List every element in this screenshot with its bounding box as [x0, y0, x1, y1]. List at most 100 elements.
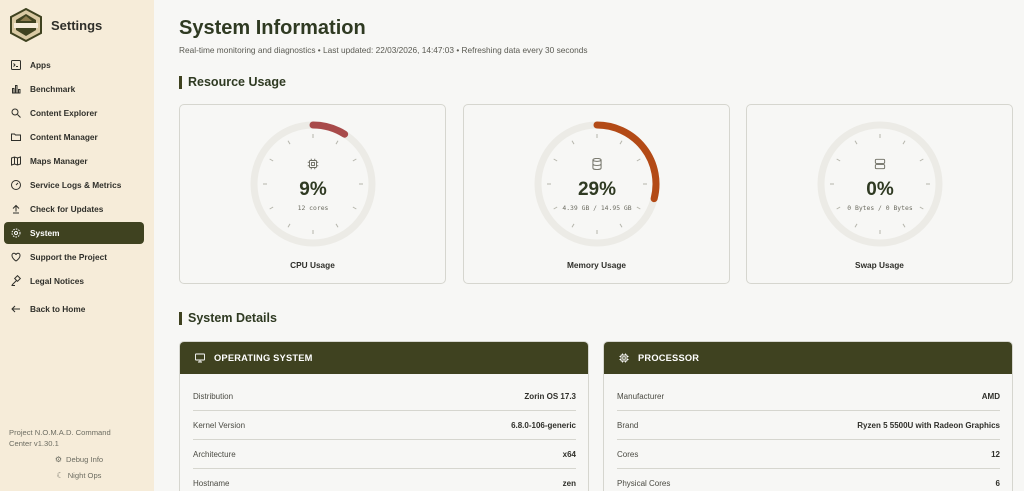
processor-header: PROCESSOR	[604, 342, 1012, 374]
sidebar-item-check-updates[interactable]: Check for Updates	[4, 198, 144, 220]
memory-gauge-center: 29% 4.39 GB / 14.95 GB	[532, 119, 662, 249]
sidebar-item-label: Content Explorer	[30, 108, 98, 118]
detail-row: Manufacturer AMD	[617, 382, 1000, 411]
gauge-tick	[287, 223, 291, 228]
gauge-tick	[919, 158, 924, 162]
sidebar-item-maps-manager[interactable]: Maps Manager	[4, 150, 144, 172]
gauge-tick	[902, 223, 906, 228]
sidebar-item-label: Apps	[30, 60, 51, 70]
gauge-tick	[269, 206, 274, 210]
detail-row: Architecture x64	[193, 440, 576, 469]
gear-icon	[10, 227, 22, 239]
gauge-tick	[269, 158, 274, 162]
gauge-tick	[352, 206, 357, 210]
detail-row: Kernel Version 6.8.0-106-generic	[193, 411, 576, 440]
gauge-tick	[854, 140, 858, 145]
cpu-icon	[619, 353, 629, 363]
nomad-logo	[10, 8, 42, 42]
sidebar-item-label: Content Manager	[30, 132, 98, 142]
memory-gauge-card: 29% 4.39 GB / 14.95 GB Memory Usage	[463, 104, 730, 284]
page-title: System Information	[179, 17, 366, 39]
debug-info-link[interactable]: ⚙ Debug Info	[9, 454, 149, 465]
sidebar-item-label: Support the Project	[30, 252, 107, 262]
gavel-icon	[10, 275, 22, 287]
sidebar-item-service-logs[interactable]: Service Logs & Metrics	[4, 174, 144, 196]
sidebar: Settings Apps Benchmark Content Explorer…	[0, 0, 154, 491]
gauge-tick	[619, 140, 623, 145]
processor-title: PROCESSOR	[638, 353, 700, 363]
terminal-icon	[10, 59, 22, 71]
sidebar-item-content-explorer[interactable]: Content Explorer	[4, 102, 144, 124]
gauge-tick	[636, 206, 641, 210]
gauge-tick	[571, 223, 575, 228]
back-to-home-label: Back to Home	[30, 304, 86, 314]
detail-row: Brand Ryzen 5 5500U with Radeon Graphics	[617, 411, 1000, 440]
back-to-home-link[interactable]: Back to Home	[4, 298, 144, 320]
memory-usage-label: Memory Usage	[566, 260, 627, 270]
detail-value: zen	[562, 478, 576, 488]
operating-system-card: OPERATING SYSTEM Distribution Zorin OS 1…	[179, 341, 589, 491]
detail-value: Zorin OS 17.3	[524, 391, 576, 401]
sidebar-item-label: Maps Manager	[30, 156, 88, 166]
gauge-ticks	[547, 134, 647, 234]
heart-icon	[10, 251, 22, 263]
detail-key: Distribution	[193, 391, 234, 401]
night-ops-toggle[interactable]: ☾ Night Ops	[9, 470, 149, 481]
gauge-tick	[335, 223, 339, 228]
sidebar-item-apps[interactable]: Apps	[4, 54, 144, 76]
detail-key: Architecture	[193, 449, 236, 459]
monitor-icon	[195, 353, 205, 363]
cpu-usage-label: CPU Usage	[290, 260, 335, 270]
gauge-tick	[919, 206, 924, 210]
detail-row: Distribution Zorin OS 17.3	[193, 382, 576, 411]
cpu-gauge-arc	[309, 121, 349, 138]
detail-key: Cores	[617, 449, 639, 459]
sidebar-item-label: Legal Notices	[30, 276, 84, 286]
detail-key: Kernel Version	[193, 420, 246, 430]
sidebar-item-content-manager[interactable]: Content Manager	[4, 126, 144, 148]
sidebar-item-system[interactable]: System	[4, 222, 144, 244]
swap-gauge	[817, 121, 943, 247]
gauge-tick	[571, 140, 575, 145]
night-ops-label: Night Ops	[67, 471, 102, 480]
detail-key: Hostname	[193, 478, 230, 488]
cpu-icon	[306, 157, 320, 176]
memory-gauge	[534, 121, 660, 247]
gear-icon: ⚙	[54, 455, 62, 464]
sidebar-item-benchmark[interactable]: Benchmark	[4, 78, 144, 100]
gauge-tick	[553, 158, 558, 162]
map-icon	[10, 155, 22, 167]
swap-usage-sub: 0 Bytes / 0 Bytes	[847, 203, 913, 212]
sidebar-item-legal[interactable]: Legal Notices	[4, 270, 144, 292]
server-icon	[873, 157, 887, 176]
sidebar-item-label: System	[30, 228, 60, 238]
gauge-tick	[636, 158, 641, 162]
version-text-line1: Project N.O.M.A.D. Command	[9, 428, 111, 437]
gauge-tick	[287, 140, 291, 145]
sidebar-item-label: Check for Updates	[30, 204, 104, 214]
detail-value: 12	[991, 449, 1000, 459]
detail-key: Manufacturer	[617, 391, 665, 401]
folder-icon	[10, 131, 22, 143]
sidebar-item-label: Service Logs & Metrics	[30, 180, 122, 190]
detail-value: Ryzen 5 5500U with Radeon Graphics	[857, 420, 1000, 430]
detail-row: Cores 12	[617, 440, 1000, 469]
gauge-tick	[836, 206, 841, 210]
gauge-tick	[553, 206, 558, 210]
detail-value: x64	[562, 449, 576, 459]
detail-value: 6.8.0-106-generic	[511, 420, 576, 430]
debug-info-label: Debug Info	[66, 455, 104, 464]
memory-usage-sub: 4.39 GB / 14.95 GB	[562, 203, 632, 212]
detail-key: Physical Cores	[617, 478, 671, 488]
gauge-ticks	[830, 134, 930, 234]
sidebar-item-support[interactable]: Support the Project	[4, 246, 144, 268]
cpu-usage-value: 9%	[299, 178, 327, 200]
processor-card: PROCESSOR Manufacturer AMD Brand Ryzen 5…	[603, 341, 1013, 491]
sidebar-footer: Project N.O.M.A.D. Command Center v1.30.…	[9, 427, 149, 481]
operating-system-title: OPERATING SYSTEM	[214, 353, 313, 363]
gauge-icon	[10, 179, 22, 191]
detail-value: AMD	[981, 391, 1000, 401]
sidebar-item-label: Benchmark	[30, 84, 76, 94]
gauge-tick	[352, 158, 357, 162]
moon-icon: ☾	[56, 471, 64, 480]
